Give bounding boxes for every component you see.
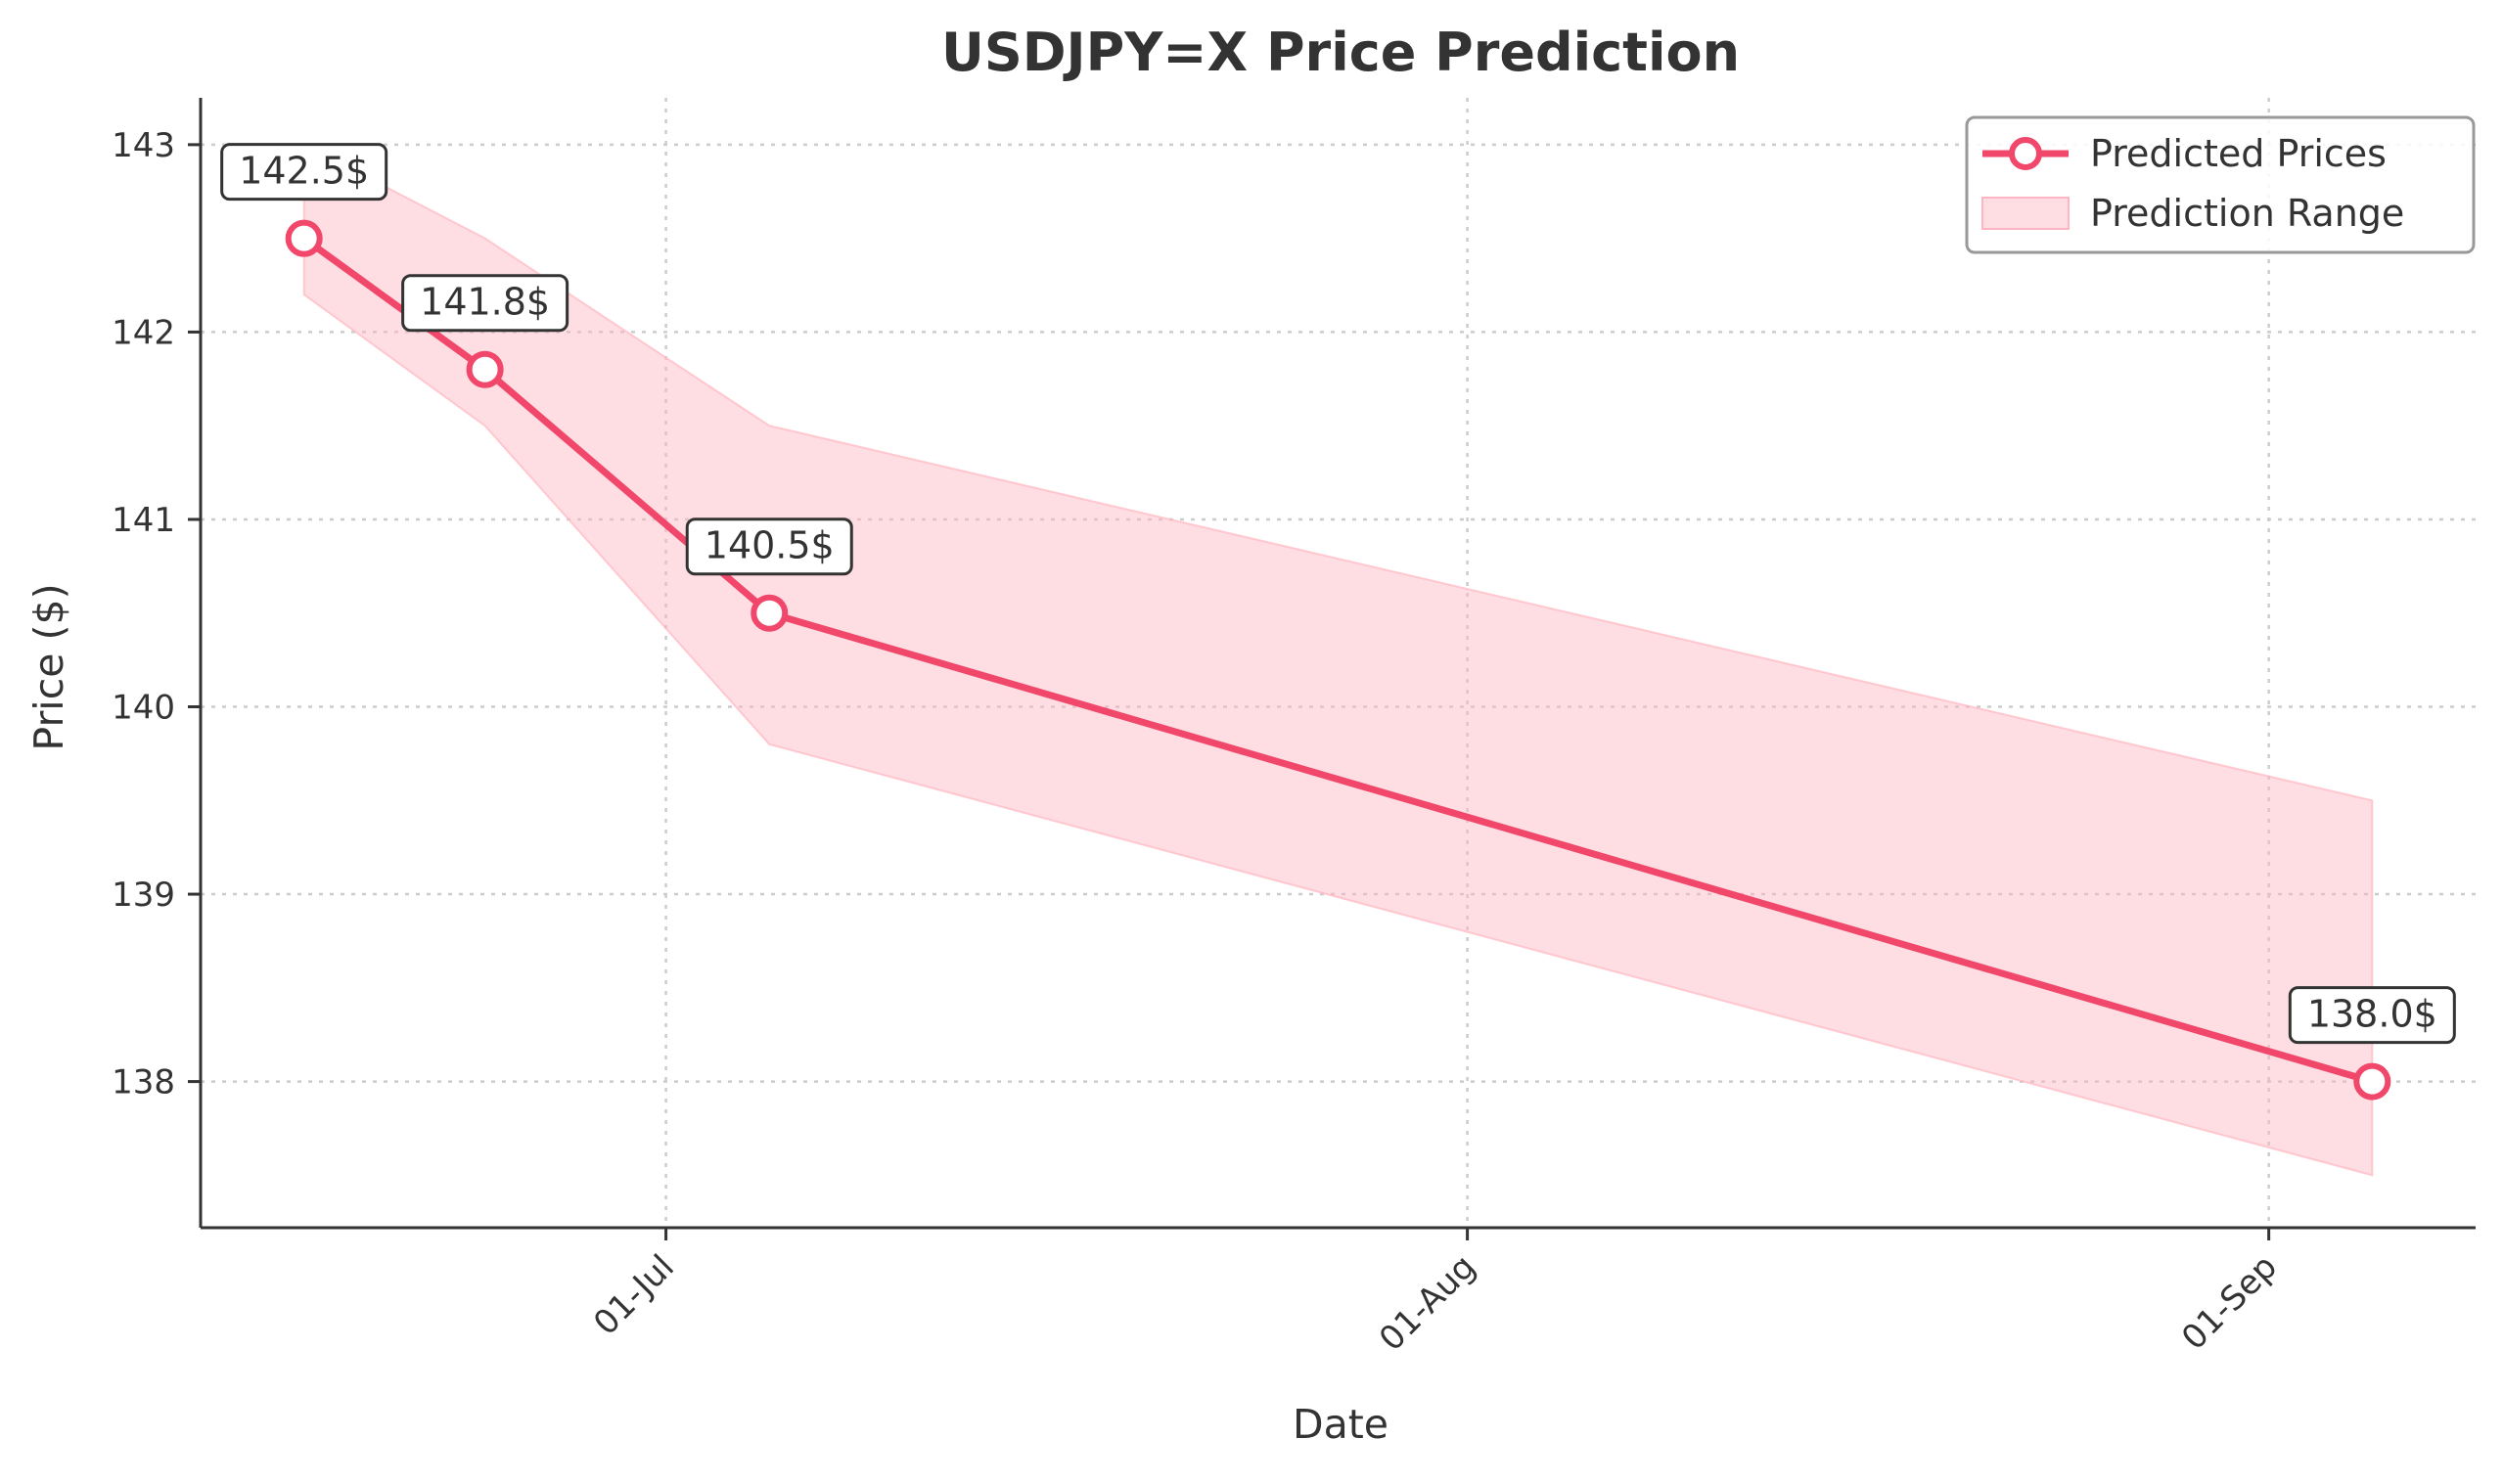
axes-layer <box>199 98 2476 1230</box>
y-tick-label: 143 <box>112 126 175 165</box>
data-point <box>2353 1062 2391 1101</box>
data-point <box>751 594 789 632</box>
line-layer <box>300 235 2376 1086</box>
labels-layer: 142.5$ 141.8$ 140.5$ 138.0$ <box>220 143 2456 1045</box>
data-label: 138.0$ <box>2307 993 2437 1036</box>
legend-label-prediction-range: Prediction Range <box>2090 192 2404 235</box>
data-point <box>466 350 504 388</box>
legend-box <box>1965 115 2476 254</box>
data-label-box <box>685 517 853 576</box>
legend-marker-swatch <box>2009 137 2042 170</box>
prediction-range-band <box>302 143 2374 1177</box>
y-tick-label: 139 <box>112 876 175 915</box>
data-point <box>285 219 323 257</box>
y-tick-label: 138 <box>112 1063 175 1102</box>
x-tick-label: 01-Aug <box>1372 1247 1483 1359</box>
data-label-box <box>401 274 569 333</box>
data-label-box <box>2288 986 2456 1045</box>
points-layer <box>285 219 2391 1101</box>
y-tick-label: 140 <box>112 689 175 728</box>
data-label: 142.5$ <box>239 150 369 193</box>
data-label-box <box>220 143 388 202</box>
x-tick-label: 01-Sep <box>2174 1247 2285 1358</box>
chart-title: USDJPY=X Price Prediction <box>941 22 1740 83</box>
x-axis-label: Date <box>1293 1401 1388 1448</box>
predicted-prices-line <box>300 235 2376 1086</box>
data-label: 141.8$ <box>420 281 550 324</box>
legend-band-swatch <box>1981 197 2070 230</box>
legend: Predicted Prices Prediction Range <box>1965 115 2476 254</box>
y-axis-label: Price ($) <box>25 583 72 750</box>
band-layer <box>302 143 2374 1177</box>
x-tick-label: 01-Jul <box>586 1247 682 1343</box>
y-tick-label: 142 <box>112 313 175 352</box>
data-label: 140.5$ <box>705 524 835 567</box>
y-tick-label: 141 <box>112 501 175 540</box>
legend-label-predicted-prices: Predicted Prices <box>2090 132 2387 175</box>
